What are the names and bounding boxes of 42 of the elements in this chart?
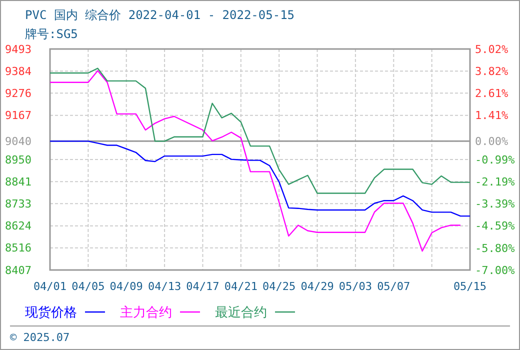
x-tick-label: 05/15 bbox=[453, 280, 487, 293]
line-series bbox=[49, 140, 471, 217]
y2-tick-label: -3.39% bbox=[475, 197, 516, 210]
x-tick-label: 04/01 bbox=[33, 280, 67, 293]
y-tick-label: 9493 bbox=[5, 42, 32, 56]
chart-subtitle: 牌号:SG5 bbox=[25, 27, 78, 41]
y2-tick-label: -5.80% bbox=[475, 242, 516, 255]
x-tick-label: 04/29 bbox=[300, 280, 334, 293]
legend-label: 最近合约 bbox=[215, 306, 267, 321]
y-tick-label: 8950 bbox=[5, 153, 32, 166]
text: © 2025.07 bbox=[10, 331, 70, 344]
legend-label: 现货价格 bbox=[25, 306, 77, 321]
y2-tick-label: -7.00% bbox=[475, 264, 516, 277]
y-tick-label: 8407 bbox=[5, 264, 32, 277]
y2-tick-label: -4.59% bbox=[475, 220, 516, 233]
x-tick-label: 04/21 bbox=[224, 280, 258, 293]
x-tick-label: 04/05 bbox=[72, 280, 105, 293]
x-tick-label: 04/09 bbox=[110, 280, 143, 293]
chart-title: PVC 国内 综合价 2022-04-01 - 2022-05-15 bbox=[25, 8, 295, 22]
x-tick-label: 05/03 bbox=[338, 280, 372, 293]
y2-tick-label: 2.61% bbox=[475, 87, 508, 100]
x-tick-label: 04/13 bbox=[148, 280, 182, 293]
legend-label: 主力合约 bbox=[120, 304, 172, 321]
y2-tick-label: -2.19% bbox=[475, 175, 516, 188]
y-tick-label: 9384 bbox=[5, 65, 32, 78]
y-tick-label: 9276 bbox=[5, 87, 32, 100]
x-tick-label: 04/17 bbox=[186, 280, 220, 293]
y-tick-label: 8624 bbox=[5, 220, 32, 233]
x-tick-label: 05/07 bbox=[377, 280, 410, 293]
y2-tick-label: 5.02% bbox=[475, 42, 508, 56]
y-tick-label: 8733 bbox=[5, 198, 32, 211]
y2-tick-label: 0.00% bbox=[475, 135, 508, 148]
y2-tick-label: -0.99% bbox=[475, 153, 516, 166]
y-tick-label: 9040 bbox=[5, 135, 32, 148]
y-tick-label: 8841 bbox=[5, 176, 32, 189]
line-series bbox=[49, 68, 471, 194]
y2-tick-label: 3.82% bbox=[475, 64, 508, 78]
y-tick-label: 8516 bbox=[5, 242, 32, 255]
x-tick-label: 04/25 bbox=[262, 280, 296, 293]
line-series bbox=[49, 70, 462, 252]
y2-tick-label: 1.41% bbox=[475, 109, 508, 122]
y-tick-label: 9167 bbox=[5, 109, 32, 122]
